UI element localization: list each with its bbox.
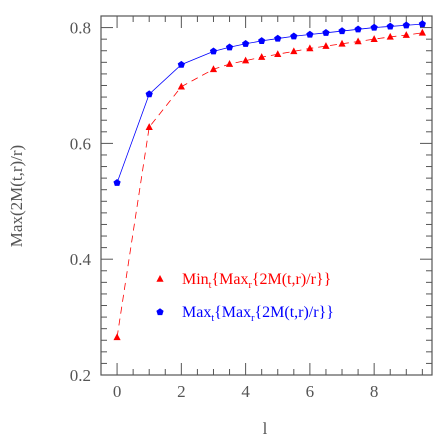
data-point-0	[145, 123, 153, 130]
legend-entry-0: Mint{Maxr{2M(t,r)/r}}	[182, 271, 331, 291]
legend-marker-1	[156, 308, 164, 316]
data-point-1	[113, 178, 121, 186]
plot-frame	[100, 15, 433, 376]
series-layer	[113, 20, 426, 341]
data-point-0	[418, 28, 426, 36]
data-point-0	[306, 44, 314, 52]
y-tick-label: 0.2	[70, 366, 91, 385]
x-axis-label: l	[263, 419, 268, 436]
data-point-1	[177, 60, 185, 68]
data-point-0	[242, 56, 250, 64]
data-point-1	[225, 43, 234, 51]
data-point-1	[402, 21, 410, 29]
data-point-1	[386, 22, 394, 30]
legend-entry-1-legend_main2: {Max	[214, 304, 251, 321]
x-tick-label: 0	[113, 382, 122, 401]
y-axis-label: Max(2M(t,r)/r)	[7, 145, 26, 247]
data-point-0	[209, 65, 218, 73]
legend-entry-0-legend_main3: {2M(t,r)/r}}	[252, 271, 331, 288]
legend: Mint{Maxr{2M(t,r)/r}}Maxt{Maxr{2M(t,r)/r…	[156, 271, 334, 324]
data-point-1	[370, 23, 378, 31]
legend-entry-1-legend_sub1: t	[211, 313, 214, 324]
x-tick-label: 8	[370, 382, 379, 401]
data-point-0	[386, 32, 394, 40]
legend-marker-0	[156, 275, 164, 282]
legend-entry-1-legend_main1: Max	[182, 304, 211, 321]
data-point-1	[258, 37, 266, 44]
ticks-layer: 0 2 4 6 8 0.2 0.4 0.6 0.8	[70, 15, 432, 401]
data-point-0	[258, 53, 266, 60]
x-tick-label: 6	[306, 382, 315, 401]
data-point-0	[290, 47, 298, 55]
y-tick-label: 0.8	[70, 19, 91, 38]
data-point-1	[274, 34, 282, 42]
x-tick-label: 2	[177, 382, 186, 401]
data-point-0	[274, 50, 282, 58]
legend-entry-0-legend_main1: Min	[182, 271, 209, 288]
data-point-0	[402, 31, 410, 38]
x-tick-label: 4	[241, 382, 250, 401]
data-point-0	[354, 37, 362, 45]
data-point-0	[225, 60, 234, 67]
data-point-1	[354, 25, 362, 33]
y-tick-label: 0.4	[70, 250, 92, 269]
legend-entry-0-legend_sub2: r	[248, 280, 252, 291]
data-point-0	[113, 333, 121, 341]
legend-entry-1: Maxt{Maxr{2M(t,r)/r}}	[182, 304, 334, 324]
legend-entry-0-legend_sub1: t	[209, 280, 212, 291]
data-point-1	[242, 39, 250, 47]
data-point-1	[209, 47, 218, 55]
data-point-0	[338, 39, 346, 47]
data-point-1	[338, 27, 346, 35]
data-point-1	[418, 20, 426, 28]
data-point-1	[290, 32, 298, 40]
y-tick-label: 0.6	[70, 134, 91, 153]
data-point-0	[322, 42, 330, 49]
legend-entry-0-legend_main2: {Max	[211, 271, 248, 288]
series-line-0	[116, 32, 423, 338]
series-line-1	[116, 23, 423, 183]
data-point-1	[306, 30, 314, 38]
data-point-0	[177, 82, 185, 90]
data-point-1	[145, 90, 153, 98]
data-point-1	[322, 28, 330, 36]
data-point-0	[370, 35, 378, 42]
legend-entry-1-legend_main3: {2M(t,r)/r}}	[254, 304, 333, 321]
legend-entry-1-legend_sub2: r	[251, 313, 255, 324]
